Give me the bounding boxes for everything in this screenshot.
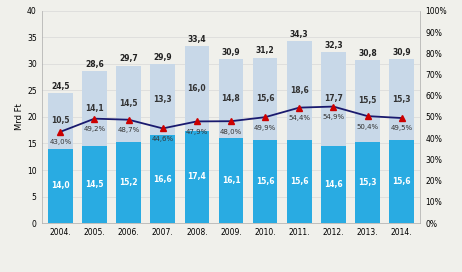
Text: 30,9: 30,9	[222, 48, 240, 57]
Text: 30,9: 30,9	[392, 48, 411, 57]
Text: 14,5: 14,5	[85, 180, 104, 189]
Text: 17,4: 17,4	[188, 172, 206, 181]
Text: 14,5: 14,5	[119, 100, 138, 109]
Text: 24,5: 24,5	[51, 82, 70, 91]
Y-axis label: Mrd Ft: Mrd Ft	[15, 104, 24, 130]
Bar	[219, 138, 243, 223]
Text: 54,4%: 54,4%	[288, 115, 310, 121]
Bar	[355, 142, 380, 223]
Text: 50,4%: 50,4%	[357, 123, 378, 129]
Bar	[82, 71, 107, 223]
Text: 17,7: 17,7	[324, 94, 343, 103]
Text: 15,6: 15,6	[392, 177, 411, 186]
Bar	[287, 140, 311, 223]
Text: 32,3: 32,3	[324, 41, 343, 50]
Bar	[116, 66, 141, 223]
Text: 15,6: 15,6	[256, 94, 274, 103]
Text: 14,1: 14,1	[85, 104, 104, 113]
Text: 49,2%: 49,2%	[84, 126, 105, 132]
Bar	[355, 60, 380, 223]
Text: 15,6: 15,6	[290, 177, 309, 186]
Bar	[48, 149, 73, 223]
Bar	[253, 58, 277, 223]
Bar	[151, 135, 175, 223]
Text: 16,0: 16,0	[188, 84, 206, 93]
Text: 47,9%: 47,9%	[186, 129, 208, 135]
Text: 15,3: 15,3	[392, 95, 411, 104]
Text: 34,3: 34,3	[290, 30, 309, 39]
Text: 54,9%: 54,9%	[322, 114, 345, 120]
Bar	[321, 146, 346, 223]
Text: 48,7%: 48,7%	[117, 127, 140, 133]
Text: 14,8: 14,8	[222, 94, 240, 103]
Text: 29,9: 29,9	[153, 53, 172, 62]
Text: 18,6: 18,6	[290, 86, 309, 95]
Text: 43,0%: 43,0%	[49, 139, 72, 145]
Text: 14,6: 14,6	[324, 180, 343, 189]
Bar	[185, 46, 209, 223]
Text: 15,5: 15,5	[359, 96, 377, 105]
Text: 16,1: 16,1	[222, 176, 240, 185]
Text: 29,7: 29,7	[119, 54, 138, 63]
Bar	[48, 93, 73, 223]
Bar	[185, 131, 209, 223]
Text: 14,0: 14,0	[51, 181, 70, 190]
Text: 13,3: 13,3	[153, 95, 172, 104]
Text: 15,3: 15,3	[358, 178, 377, 187]
Text: 33,4: 33,4	[188, 35, 206, 44]
Text: 49,5%: 49,5%	[390, 125, 413, 131]
Bar	[389, 140, 414, 223]
Text: 31,2: 31,2	[256, 47, 274, 55]
Bar	[253, 140, 277, 223]
Text: 49,9%: 49,9%	[254, 125, 276, 131]
Text: 28,6: 28,6	[85, 60, 104, 69]
Text: 30,8: 30,8	[358, 49, 377, 58]
Text: 48,0%: 48,0%	[220, 129, 242, 135]
Bar	[82, 146, 107, 223]
Bar	[219, 59, 243, 223]
Text: 15,2: 15,2	[119, 178, 138, 187]
Text: 15,6: 15,6	[256, 177, 274, 186]
Bar	[116, 143, 141, 223]
Bar	[389, 59, 414, 223]
Bar	[151, 64, 175, 223]
Bar	[287, 41, 311, 223]
Text: 16,6: 16,6	[153, 175, 172, 184]
Text: 44,6%: 44,6%	[152, 136, 174, 142]
Bar	[321, 52, 346, 223]
Text: 10,5: 10,5	[51, 116, 70, 125]
